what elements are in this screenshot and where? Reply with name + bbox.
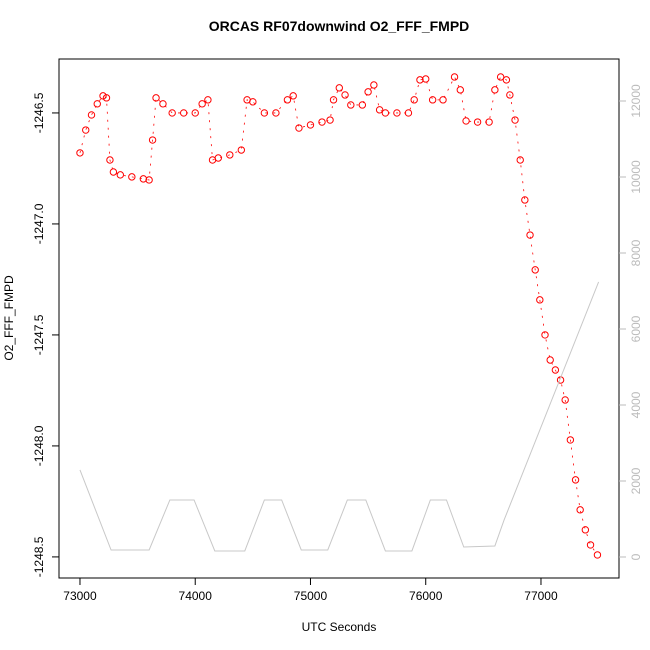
series-line xyxy=(79,281,600,552)
data-point xyxy=(347,101,355,109)
data-point xyxy=(536,296,544,304)
data-point xyxy=(410,96,418,104)
chart-title: ORCAS RF07downwind O2_FFF_FMPD xyxy=(209,18,470,34)
data-point xyxy=(128,173,136,181)
plot-frame xyxy=(58,58,620,579)
data-point xyxy=(295,124,303,132)
data-point xyxy=(439,96,447,104)
data-point xyxy=(576,506,584,514)
y-tick-label: -1248.5 xyxy=(32,536,46,577)
y2-tick-label: 10000 xyxy=(629,160,643,194)
x-tick-label: 77000 xyxy=(524,589,558,603)
data-point xyxy=(496,73,505,81)
data-point xyxy=(168,109,176,117)
data-point xyxy=(102,94,111,102)
data-point xyxy=(145,176,153,184)
x-tick-label: 76000 xyxy=(409,589,443,603)
series-connector xyxy=(79,76,598,556)
data-point xyxy=(370,81,378,89)
data-point xyxy=(581,526,590,534)
data-point xyxy=(511,116,519,124)
data-point xyxy=(526,231,534,239)
data-point xyxy=(428,96,437,104)
data-point xyxy=(106,156,114,164)
data-point xyxy=(404,109,413,117)
x-tick-label: 75000 xyxy=(294,589,328,603)
data-point xyxy=(318,118,326,126)
y2-tick-label: 6000 xyxy=(629,315,643,342)
data-point xyxy=(422,75,430,83)
data-point xyxy=(462,117,470,125)
data-point xyxy=(159,100,167,108)
data-point xyxy=(506,91,514,99)
data-point xyxy=(502,76,511,84)
y2-tick-label: 0 xyxy=(629,553,643,560)
data-point xyxy=(491,86,499,94)
data-point xyxy=(237,146,246,154)
y-tick-label: -1247.0 xyxy=(32,203,46,244)
data-point xyxy=(381,109,390,117)
y2-tick-label: 4000 xyxy=(629,391,643,418)
data-point xyxy=(204,96,212,104)
data-point xyxy=(148,136,157,144)
data-point xyxy=(226,151,234,159)
data-point xyxy=(260,109,269,117)
data-point xyxy=(180,109,188,117)
data-point xyxy=(116,171,125,179)
data-point xyxy=(561,396,569,404)
data-point xyxy=(335,84,343,92)
data-point xyxy=(566,436,575,444)
data-point xyxy=(541,331,549,339)
data-point xyxy=(152,94,160,102)
data-point xyxy=(586,541,595,549)
data-point xyxy=(109,168,118,176)
data-point xyxy=(551,366,560,374)
data-point xyxy=(546,356,554,364)
data-point xyxy=(341,91,349,99)
data-point xyxy=(82,126,90,134)
data-point xyxy=(329,96,338,104)
y-tick-label: -1248.0 xyxy=(32,425,46,466)
data-point xyxy=(191,109,199,117)
data-point xyxy=(450,73,459,81)
data-point xyxy=(571,476,580,484)
data-point xyxy=(416,76,424,84)
data-point xyxy=(93,100,101,108)
data-point xyxy=(198,100,206,108)
data-point xyxy=(326,116,334,124)
data-point xyxy=(214,154,222,162)
x-tick-label: 73000 xyxy=(63,589,97,603)
data-point xyxy=(289,92,297,100)
data-point xyxy=(485,118,493,126)
y-tick-label: -1246.5 xyxy=(32,92,46,133)
y-axis-label: O2_FFF_FMPD xyxy=(2,275,16,361)
data-point xyxy=(283,96,292,104)
data-point xyxy=(393,109,401,117)
data-point xyxy=(375,106,384,114)
data-point xyxy=(456,86,465,94)
x-tick-label: 74000 xyxy=(179,589,213,603)
data-point xyxy=(272,109,280,117)
x-axis-label: UTC Seconds xyxy=(302,620,377,634)
data-point xyxy=(87,111,96,119)
y2-tick-label: 12000 xyxy=(629,84,643,118)
data-point xyxy=(473,118,482,126)
data-point xyxy=(593,551,602,559)
data-point xyxy=(364,88,372,96)
y2-tick-label: 2000 xyxy=(629,467,643,494)
data-point xyxy=(521,196,529,204)
y2-tick-label: 8000 xyxy=(629,239,643,266)
data-point xyxy=(516,156,524,164)
data-point xyxy=(358,101,367,109)
data-point xyxy=(306,121,315,129)
data-point xyxy=(76,149,84,157)
data-point xyxy=(249,98,257,106)
data-point xyxy=(531,266,539,274)
y-tick-label: -1247.5 xyxy=(32,314,46,355)
